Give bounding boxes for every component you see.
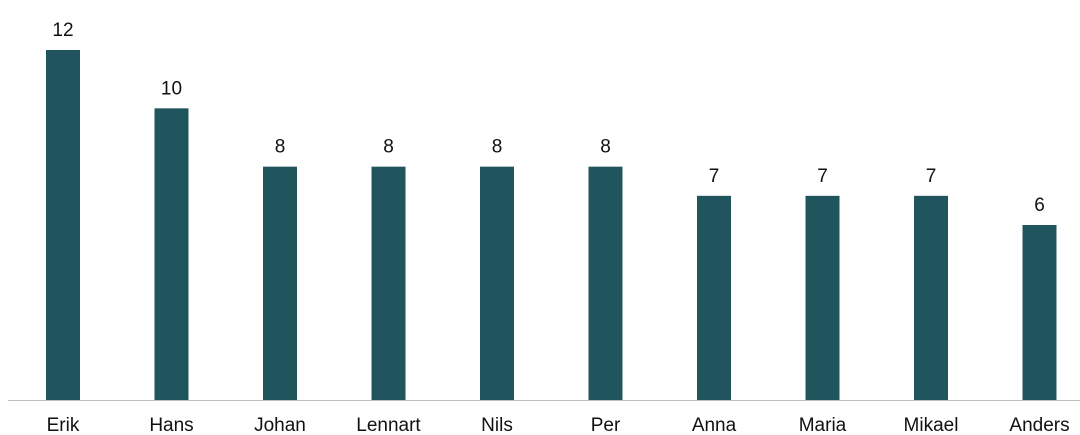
- value-label-johan: 8: [275, 137, 286, 158]
- value-label-hans: 10: [161, 78, 182, 99]
- category-label-hans: Hans: [149, 415, 193, 435]
- category-label-erik: Erik: [47, 415, 80, 435]
- category-label-mikael: Mikael: [904, 415, 959, 435]
- bar-johan: [263, 166, 297, 400]
- value-label-nils: 8: [492, 137, 503, 158]
- category-label-anna: Anna: [692, 415, 737, 435]
- value-label-erik: 12: [52, 20, 73, 41]
- category-label-johan: Johan: [254, 415, 306, 435]
- value-labels-group: 12 10 8 8 8 8 7 7 7 6: [52, 20, 1044, 216]
- category-label-lennart: Lennart: [356, 415, 421, 435]
- value-label-lennart: 8: [383, 137, 394, 158]
- bar-nils: [480, 166, 514, 400]
- category-label-per: Per: [591, 415, 621, 435]
- category-label-nils: Nils: [481, 415, 513, 435]
- category-label-anders: Anders: [1009, 415, 1069, 435]
- value-label-mikael: 7: [926, 166, 937, 187]
- bars-group: [46, 50, 1057, 400]
- value-label-anna: 7: [709, 166, 720, 187]
- bar-anna: [697, 195, 731, 400]
- value-label-maria: 7: [817, 166, 828, 187]
- category-labels-group: Erik Hans Johan Lennart Nils Per Anna Maria Mika…: [47, 415, 1070, 435]
- value-label-anders: 6: [1034, 195, 1045, 216]
- bar-lennart: [371, 166, 406, 400]
- bar-per: [588, 166, 623, 400]
- bar-mikael: [914, 195, 948, 400]
- bar-maria: [805, 195, 840, 400]
- category-label-maria: Maria: [799, 415, 847, 435]
- value-label-per: 8: [600, 137, 611, 158]
- bar-anders: [1022, 225, 1057, 400]
- bar-erik: [46, 50, 80, 400]
- bar-hans: [154, 108, 189, 400]
